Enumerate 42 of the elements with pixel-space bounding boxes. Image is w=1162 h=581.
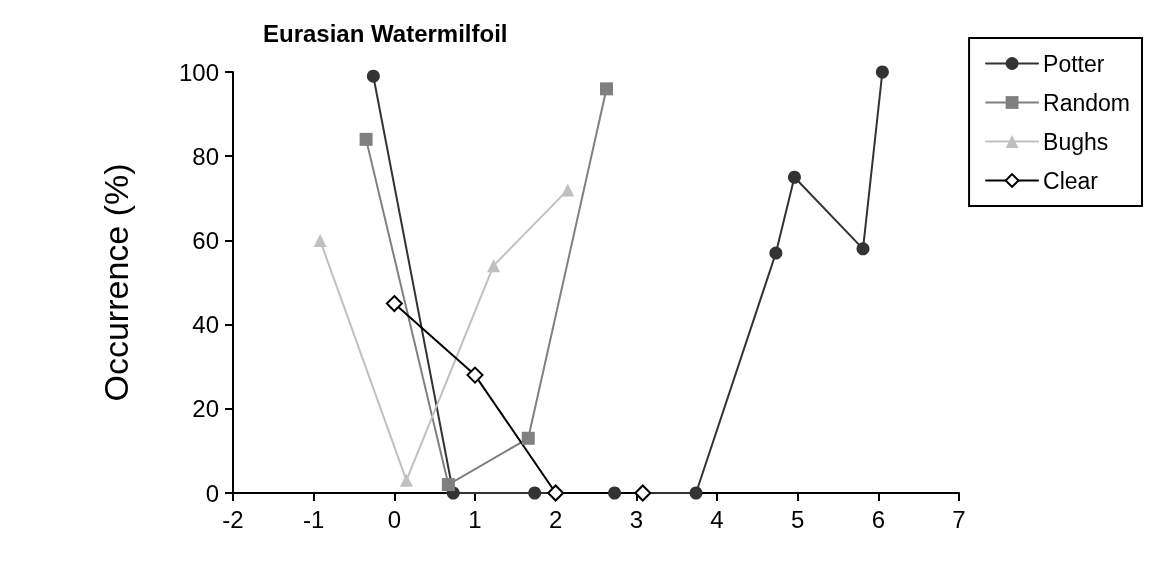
y-tick-label: 0 — [205, 479, 219, 507]
x-tick-label: 1 — [468, 505, 482, 533]
x-tick-label: -2 — [222, 505, 244, 533]
point — [689, 486, 703, 500]
point — [487, 259, 501, 273]
point — [466, 366, 484, 384]
y-tick-label: 100 — [178, 58, 219, 86]
x-tick-label: 4 — [710, 505, 724, 533]
y-tick-label: 60 — [192, 226, 219, 254]
x-tick-label: 6 — [871, 505, 886, 533]
point — [561, 183, 575, 197]
y-axis-title: Occurrence (%) — [97, 163, 135, 402]
x-tick-label: 7 — [952, 505, 966, 533]
point — [399, 473, 413, 487]
point — [528, 486, 542, 500]
y-tick-label: 40 — [192, 311, 219, 339]
legend-label: Random — [1043, 89, 1130, 116]
point — [787, 170, 801, 184]
chart-title: Eurasian Watermilfoil — [263, 19, 508, 47]
point — [521, 431, 535, 445]
point — [366, 69, 380, 83]
point — [856, 242, 870, 256]
x-tick-label: 0 — [387, 505, 402, 533]
legend-label: Potter — [1043, 50, 1105, 77]
y-tick-label: 80 — [192, 142, 219, 170]
x-tick-label: -1 — [302, 505, 325, 533]
point — [385, 295, 403, 313]
point — [634, 484, 652, 502]
point — [599, 82, 613, 96]
legend-label: Bughs — [1043, 128, 1109, 155]
point — [769, 246, 783, 260]
point — [359, 132, 373, 146]
legend-label: Clear — [1043, 167, 1099, 194]
x-tick-label: 3 — [629, 505, 644, 533]
point — [313, 233, 327, 247]
y-tick-label: 20 — [192, 395, 219, 423]
point — [608, 486, 622, 500]
point — [875, 65, 889, 79]
x-tick-label: 5 — [790, 505, 805, 533]
x-tick-label: 2 — [548, 505, 563, 533]
point — [547, 484, 565, 502]
point — [441, 478, 455, 492]
